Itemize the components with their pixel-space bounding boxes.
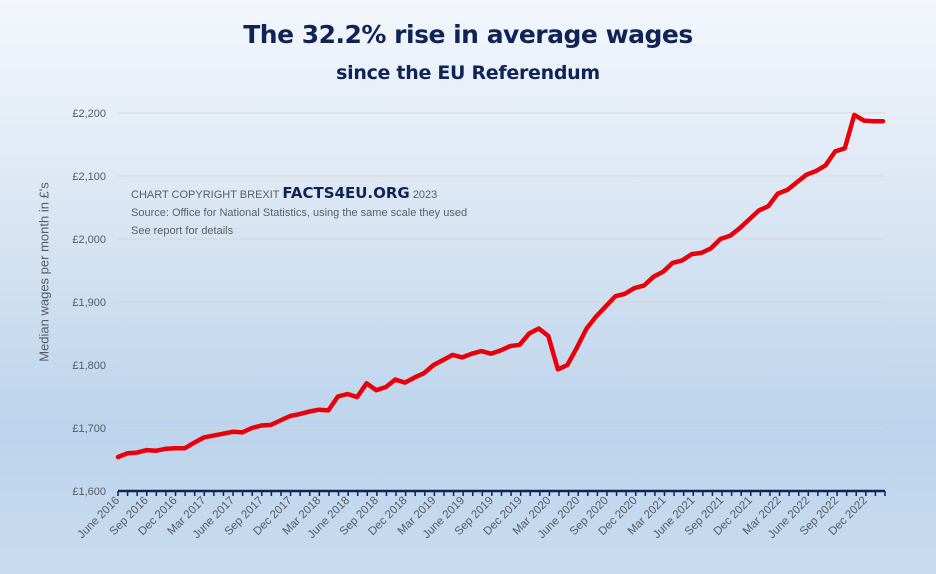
y-tick-label: £2,100: [72, 171, 106, 183]
y-tick-label: £2,200: [72, 108, 106, 120]
chart-credits: CHART COPYRIGHT BREXIT FACTS4EU.ORG 2023…: [131, 184, 467, 240]
brand-name: FACTS4EU.ORG: [282, 184, 410, 202]
source-note: Source: Office for National Statistics, …: [131, 207, 468, 219]
y-tick-label: £1,900: [72, 297, 106, 309]
copyright-year: 2023: [412, 189, 438, 201]
y-tick-label: £1,800: [72, 360, 106, 372]
y-tick-label: £1,700: [72, 423, 106, 435]
chart-title: The 32.2% rise in average wages: [243, 20, 693, 49]
wages-line: [115, 112, 886, 460]
y-tick-label: £2,000: [72, 234, 106, 246]
y-tick-label: £1,600: [72, 486, 106, 498]
report-note: See report for details: [131, 225, 234, 237]
chart-subtitle: since the EU Referendum: [336, 62, 600, 84]
copyright-text: CHART COPYRIGHT BREXIT: [131, 189, 280, 201]
